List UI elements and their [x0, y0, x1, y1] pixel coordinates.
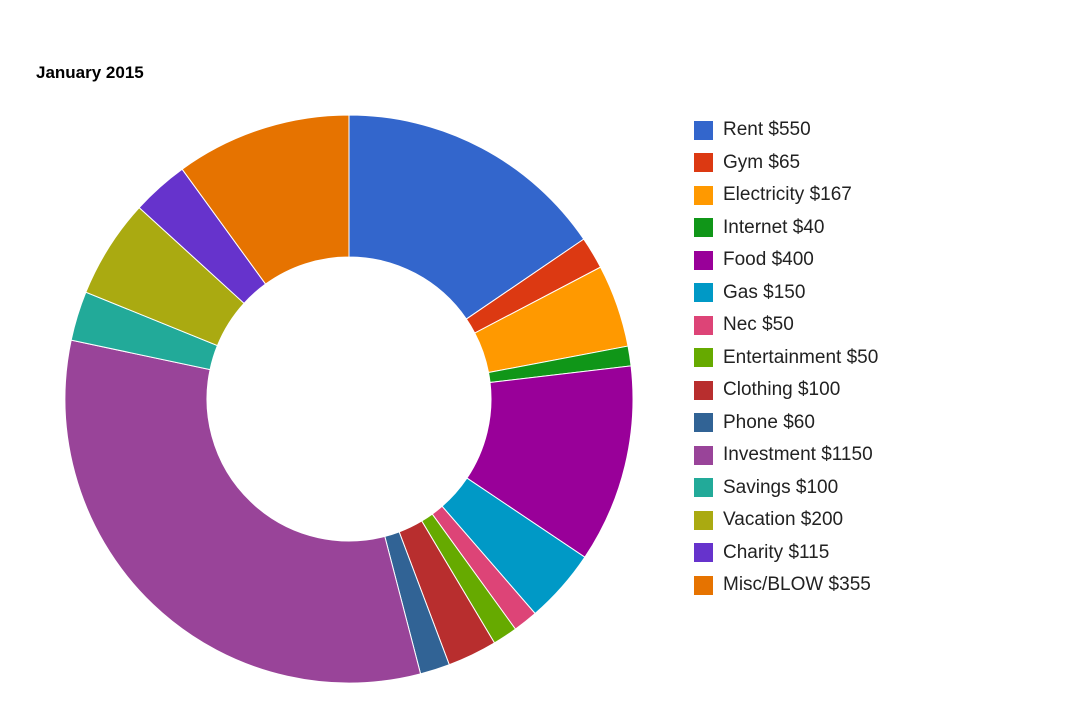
chart-title: January 2015: [36, 63, 144, 82]
legend-item-nec[interactable]: Nec $50: [694, 309, 878, 342]
legend-label: Vacation $200: [723, 509, 844, 531]
legend-swatch: [694, 348, 713, 368]
legend-item-savings[interactable]: Savings $100: [694, 472, 878, 505]
legend-item-vacation[interactable]: Vacation $200: [694, 504, 878, 537]
legend-item-phone[interactable]: Phone $60: [694, 407, 878, 440]
slice-investment[interactable]: [64, 339, 422, 684]
legend-label: Charity $115: [723, 541, 830, 563]
legend-item-clothing[interactable]: Clothing $100: [694, 374, 878, 407]
legend-label: Electricity $167: [723, 184, 852, 206]
slice-rent[interactable]: [348, 114, 585, 320]
legend-label: Rent $550: [723, 119, 811, 141]
legend-label: Entertainment $50: [723, 346, 879, 368]
legend-label: Phone $60: [723, 411, 815, 433]
legend: Rent $550 Gym $65 Electricity $167 Internet…: [694, 114, 878, 602]
legend-swatch: [694, 283, 713, 303]
legend-label: Food $400: [723, 249, 814, 271]
legend-swatch: [694, 218, 713, 238]
legend-swatch: [694, 120, 713, 140]
legend-swatch: [694, 478, 713, 498]
legend-swatch: [694, 250, 713, 270]
legend-label: Savings $100: [723, 476, 839, 498]
legend-swatch: [694, 575, 713, 595]
legend-label: Internet $40: [723, 216, 825, 238]
legend-item-investment[interactable]: Investment $1150: [694, 439, 878, 472]
legend-swatch: [694, 153, 713, 173]
legend-item-rent[interactable]: Rent $550: [694, 114, 878, 147]
legend-label: Investment $1150: [723, 444, 873, 466]
legend-swatch: [694, 543, 713, 563]
legend-swatch: [694, 380, 713, 400]
legend-swatch: [694, 510, 713, 530]
legend-item-charity[interactable]: Charity $115: [694, 537, 878, 570]
legend-swatch: [694, 413, 713, 433]
legend-label: Clothing $100: [723, 379, 841, 401]
legend-label: Gym $65: [723, 151, 801, 173]
legend-item-internet[interactable]: Internet $40: [694, 212, 878, 245]
legend-label: Misc/BLOW $355: [723, 574, 871, 596]
legend-item-food[interactable]: Food $400: [694, 244, 878, 277]
legend-label: Nec $50: [723, 314, 794, 336]
legend-swatch: [694, 315, 713, 335]
legend-swatch: [694, 185, 713, 205]
legend-item-entertainment[interactable]: Entertainment $50: [694, 342, 878, 375]
legend-item-gym[interactable]: Gym $65: [694, 147, 878, 180]
legend-swatch: [694, 445, 713, 465]
legend-item-gas[interactable]: Gas $150: [694, 277, 878, 310]
legend-label: Gas $150: [723, 281, 806, 303]
legend-item-misc-blow[interactable]: Misc/BLOW $355: [694, 569, 878, 602]
legend-item-electricity[interactable]: Electricity $167: [694, 179, 878, 212]
slice-misc-blow[interactable]: [181, 114, 350, 285]
donut-chart: [64, 114, 634, 684]
